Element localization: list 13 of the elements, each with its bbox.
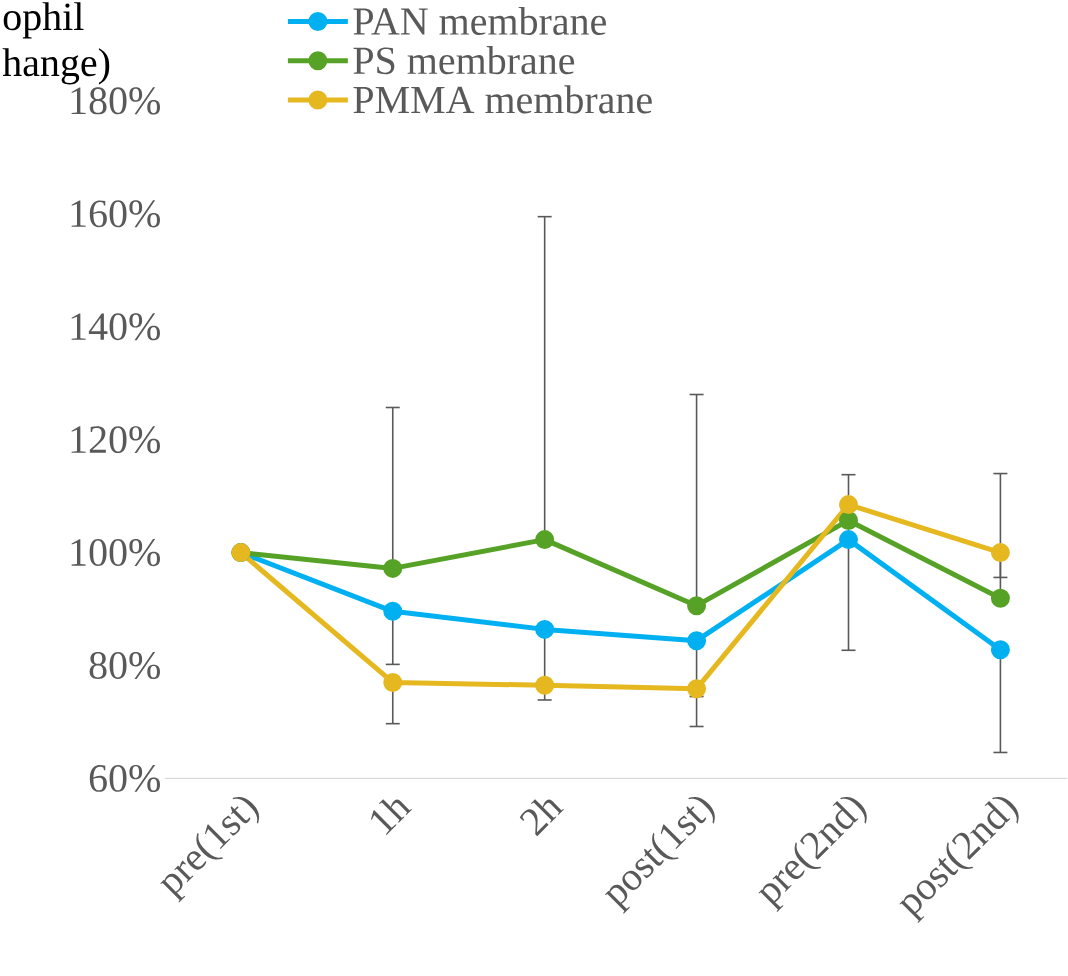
y-tick-label: 140% [71,313,160,341]
y-tick-label: 180% [71,87,160,115]
y-tick-label: 160% [71,200,160,228]
y-tick-label: 80% [89,651,160,679]
legend-label: PMMA membrane [353,85,652,114]
legend-label: PS membrane [353,45,575,75]
x-tick-label: 2h [519,799,564,837]
x-tick-label: 1h [371,799,412,835]
legend-label: PAN membrane [353,6,606,35]
y-tick-label: 100% [71,538,160,567]
y-tick-label: 60% [89,764,160,792]
y-axis-title: ophil hange) [2,2,110,85]
y-tick-label: 120% [71,425,160,454]
